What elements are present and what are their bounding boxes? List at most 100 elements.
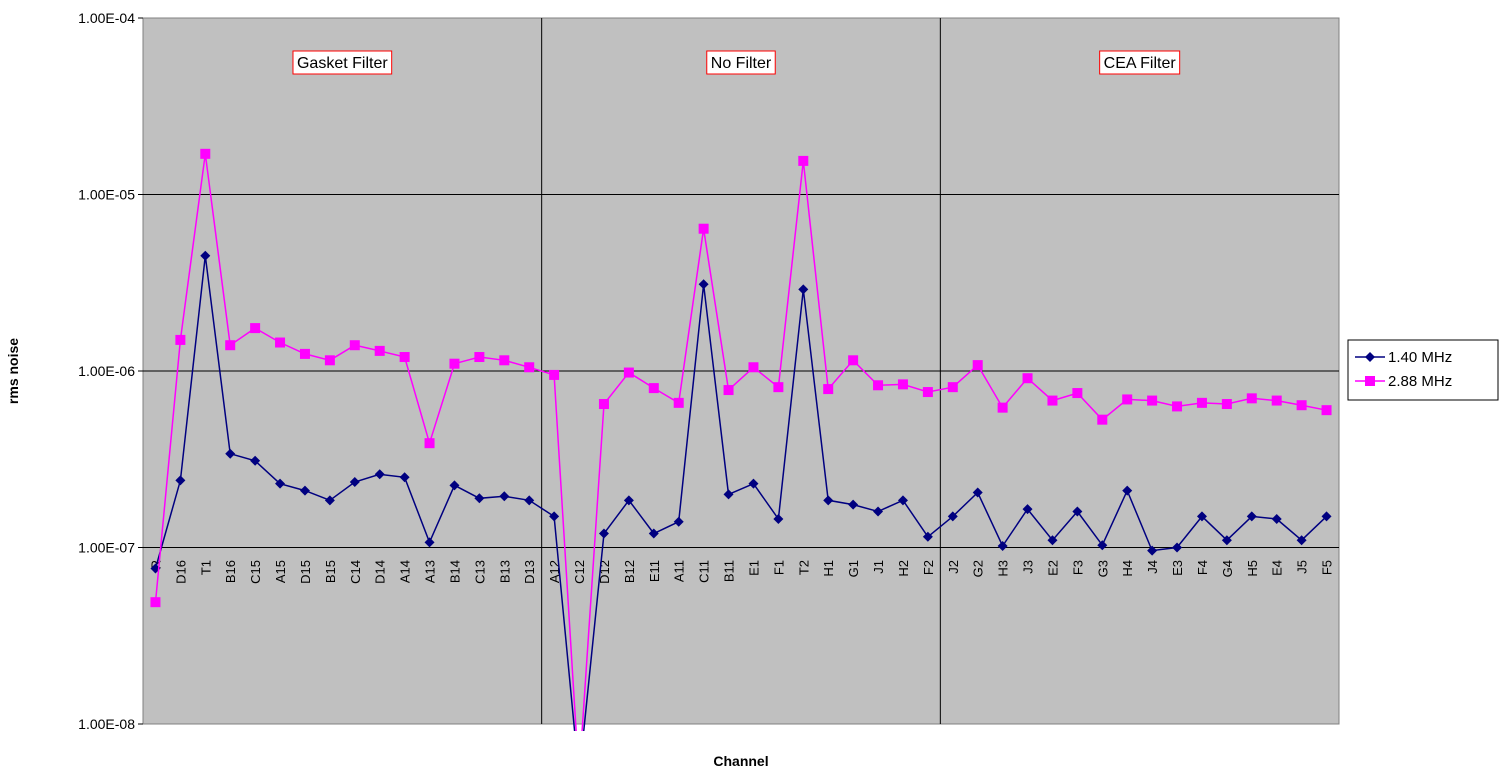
x-tick-label: C12 (572, 560, 587, 584)
data-point (848, 355, 859, 366)
data-point (374, 469, 385, 480)
data-point (499, 491, 510, 502)
data-point (524, 362, 535, 373)
data-point (399, 352, 410, 363)
data-point (1246, 393, 1257, 404)
data-point (623, 367, 634, 378)
x-tick-label: C14 (348, 560, 363, 584)
data-point (424, 537, 435, 548)
data-point (823, 384, 834, 395)
data-point (549, 511, 560, 522)
gridlines (143, 194, 1339, 548)
legend-label: 1.40 MHz (1388, 349, 1452, 366)
data-point (997, 402, 1008, 413)
data-point (299, 485, 310, 496)
data-point (922, 531, 933, 542)
legend-item: 2.88 MHz (1355, 373, 1452, 390)
data-point (1321, 405, 1332, 416)
data-point (1097, 414, 1108, 425)
x-tick-label: H3 (996, 560, 1011, 577)
data-point (972, 487, 983, 498)
legend-box (1347, 339, 1499, 401)
y-tick-label: 1.00E-07 (78, 540, 135, 556)
x-tick-label: B15 (323, 560, 338, 583)
data-point (549, 369, 560, 380)
data-point (1147, 395, 1158, 406)
region-label-text: CEA Filter (1104, 55, 1177, 72)
data-point (897, 379, 908, 390)
x-axis-title: Channel (713, 753, 768, 769)
data-point (623, 495, 634, 506)
data-point (324, 355, 335, 366)
data-point (848, 499, 859, 510)
region-label-box (1099, 50, 1181, 75)
x-tick-label: F2 (921, 560, 936, 575)
x-axis-ticks: RD16T1B16C15A15D15B15C14D14A14A13B14C13B… (148, 560, 1334, 584)
data-point (524, 495, 535, 506)
series-layer (150, 148, 1332, 731)
data-point (1122, 394, 1133, 405)
data-point (1072, 388, 1083, 399)
data-point (698, 223, 709, 234)
region-label-text: No Filter (711, 55, 772, 72)
data-point (499, 355, 510, 366)
data-point (474, 352, 485, 363)
data-point (1172, 401, 1183, 412)
data-point (873, 380, 884, 391)
data-point (773, 514, 784, 525)
data-point (773, 382, 784, 393)
y-tick-label: 1.00E-05 (78, 187, 135, 203)
y-axis-ticks: 1.00E-08 1.00E-07 1.00E-06 1.00E-05 1.00E-04 (78, 10, 143, 732)
data-point (225, 448, 236, 459)
x-tick-label: A13 (423, 560, 438, 583)
x-tick-label: H4 (1120, 560, 1135, 577)
data-point (449, 358, 460, 369)
x-tick-label: T2 (796, 560, 811, 575)
data-point (1172, 542, 1183, 553)
x-tick-label: A11 (672, 560, 687, 582)
data-point (1022, 504, 1033, 515)
data-point (947, 511, 958, 522)
x-tick-label: D16 (173, 560, 188, 584)
x-tick-label: J4 (1145, 560, 1160, 574)
x-tick-label: D15 (298, 560, 313, 584)
data-point (723, 489, 734, 500)
x-tick-label: T1 (198, 560, 213, 575)
data-point (673, 516, 684, 527)
series-diamond (150, 250, 1332, 731)
data-point (424, 438, 435, 449)
x-tick-label: B14 (447, 560, 462, 583)
data-point (598, 528, 609, 539)
data-point (598, 399, 609, 410)
legend-label: 2.88 MHz (1388, 373, 1452, 390)
data-point (374, 345, 385, 356)
x-tick-label: F4 (1195, 560, 1210, 575)
x-tick-label: F5 (1320, 560, 1335, 575)
y-tick-label: 1.00E-06 (78, 363, 135, 379)
data-point (1147, 545, 1158, 556)
data-point (648, 528, 659, 539)
data-point (275, 478, 286, 489)
data-point (299, 348, 310, 359)
x-tick-label: J5 (1295, 560, 1310, 574)
data-point (922, 387, 933, 398)
data-point (449, 480, 460, 491)
data-point (748, 362, 759, 373)
data-point (250, 455, 261, 466)
x-tick-label: A14 (398, 560, 413, 583)
data-point (324, 495, 335, 506)
x-tick-label: B16 (223, 560, 238, 583)
data-point (1296, 535, 1307, 546)
data-point (150, 597, 161, 608)
x-tick-label: E11 (647, 560, 662, 582)
x-tick-label: F1 (771, 560, 786, 575)
data-point (698, 279, 709, 290)
data-point (175, 475, 186, 486)
data-point (399, 472, 410, 483)
x-tick-label: F3 (1070, 560, 1085, 575)
data-point (1097, 540, 1108, 551)
data-point (1271, 514, 1282, 525)
data-point (1047, 395, 1058, 406)
x-tick-label: G1 (846, 560, 861, 577)
